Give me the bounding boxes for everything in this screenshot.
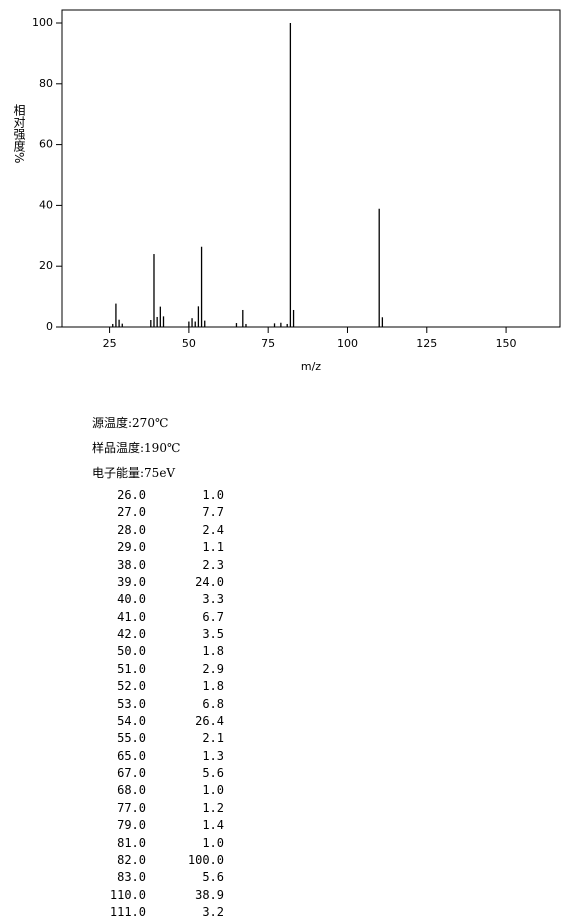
x-tick-label: 75: [261, 337, 275, 350]
mz-value: 27.0: [117, 505, 146, 520]
intensity-value: 2.1: [202, 731, 224, 746]
intensity-value: 26.4: [195, 713, 224, 728]
mz-value: 67.0: [117, 766, 146, 780]
x-axis-label: m/z: [301, 360, 321, 373]
condition: 电子能量:75eV: [92, 466, 176, 480]
intensity-value: 1.0: [202, 783, 224, 798]
intensity-value: 1.0: [202, 488, 224, 502]
intensity-value: 7.7: [202, 505, 224, 520]
mz-value: 39.0: [117, 574, 146, 589]
intensity-value: 1.0: [202, 835, 224, 850]
condition: 源温度:270℃: [92, 416, 169, 430]
x-tick-label: 25: [103, 337, 117, 350]
mz-value: 52.0: [117, 679, 146, 694]
mz-value: 65.0: [117, 748, 146, 763]
intensity-value: 2.9: [202, 661, 224, 676]
intensity-value: 1.4: [202, 818, 224, 833]
intensity-value: 38.9: [195, 887, 224, 902]
mz-value: 38.0: [117, 557, 146, 572]
x-tick-label: 150: [496, 337, 517, 350]
mz-value: 111.0: [109, 905, 146, 919]
mz-value: 68.0: [117, 783, 146, 798]
condition: 样品温度:190℃: [92, 441, 181, 455]
mz-value: 51.0: [117, 661, 146, 676]
mz-value: 82.0: [117, 852, 146, 867]
mz-value: 29.0: [117, 540, 146, 555]
mz-value: 53.0: [117, 696, 146, 711]
intensity-value: 5.6: [202, 766, 224, 780]
intensity-value: 3.3: [202, 592, 224, 607]
intensity-value: 1.1: [202, 540, 224, 555]
y-tick-label: 20: [39, 259, 53, 272]
mz-value: 42.0: [117, 627, 146, 641]
plot-frame: [61, 9, 561, 328]
x-tick-label: 125: [416, 337, 437, 350]
y-tick-label: 100: [32, 16, 53, 29]
mz-value: 83.0: [117, 870, 146, 885]
intensity-value: 6.7: [202, 609, 224, 624]
x-tick-label: 50: [182, 337, 196, 350]
intensity-value: 3.5: [202, 627, 224, 641]
y-tick-label: 0: [46, 320, 53, 333]
mz-value: 41.0: [117, 609, 146, 624]
intensity-value: 3.2: [202, 905, 224, 919]
mz-value: 79.0: [117, 818, 146, 833]
intensity-value: 1.8: [202, 679, 224, 694]
y-tick-label: 40: [39, 198, 53, 211]
intensity-value: 6.8: [202, 696, 224, 711]
intensity-value: 5.6: [202, 870, 224, 885]
mz-value: 81.0: [117, 835, 146, 850]
intensity-value: 1.2: [202, 800, 224, 815]
mz-value: 77.0: [117, 800, 146, 815]
intensity-value: 24.0: [195, 574, 224, 589]
y-tick-label: 60: [39, 138, 53, 151]
mz-value: 54.0: [117, 713, 146, 728]
mz-value: 110.0: [109, 887, 146, 902]
mz-value: 50.0: [117, 644, 146, 659]
mz-value: 28.0: [117, 522, 146, 537]
intensity-value: 2.4: [202, 522, 224, 537]
mz-value: 40.0: [117, 592, 146, 607]
mz-value: 55.0: [117, 731, 146, 746]
intensity-value: 100.0: [187, 852, 224, 867]
y-axis-label: 相对强度%: [12, 104, 26, 164]
x-tick-label: 100: [337, 337, 358, 350]
intensity-value: 1.8: [202, 644, 224, 659]
y-tick-label: 80: [39, 77, 53, 90]
intensity-value: 1.3: [202, 748, 224, 763]
intensity-value: 2.3: [202, 557, 224, 572]
chart: m/z 0 20 40 60 80 100 25 50 75 100 125 150: [32, 9, 561, 373]
mz-value: 26.0: [117, 488, 146, 502]
